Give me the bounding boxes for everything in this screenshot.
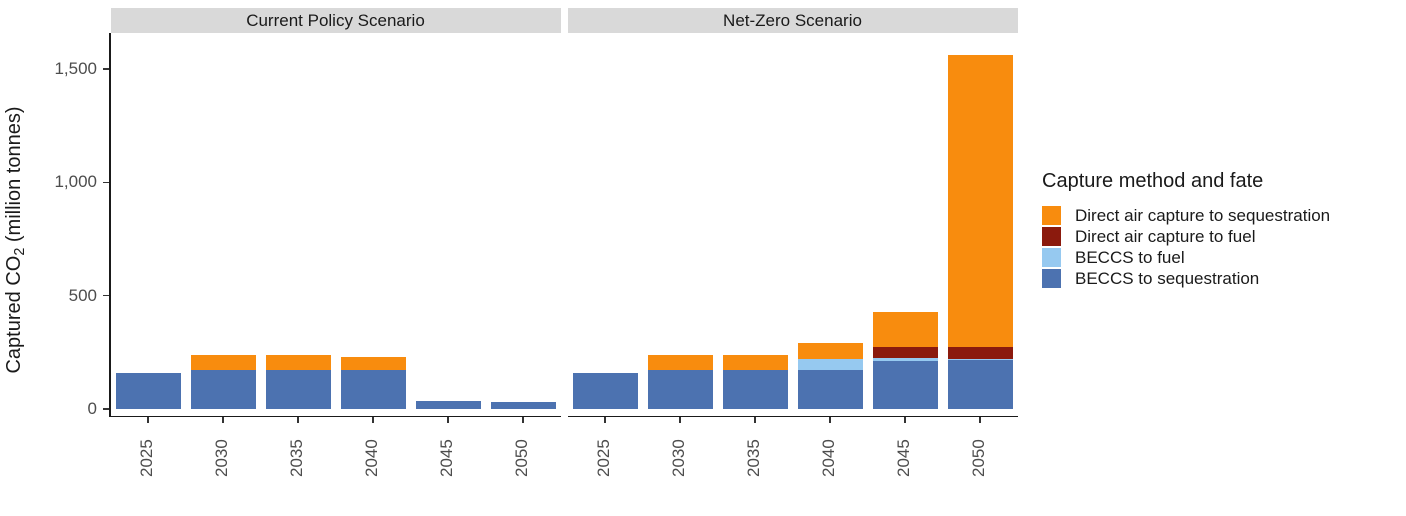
legend-label-dac_fuel: Direct air capture to fuel [1075, 227, 1256, 246]
x-tick-label: 2040 [362, 439, 381, 477]
bar-segment-beccs_seq [415, 401, 481, 409]
x-tick [904, 417, 906, 423]
y-axis-title-prefix: Captured CO [3, 255, 25, 374]
y-tick-label: 500 [68, 285, 97, 305]
x-tick-label: 2030 [669, 439, 688, 477]
bar-segment-dac_seq [265, 354, 331, 371]
bar-net-zero-scenario-2040 [797, 33, 863, 417]
y-tick-label: 0 [87, 399, 97, 418]
x-tick-label: 2035 [744, 439, 763, 477]
bar-current-policy-scenario-2040 [340, 33, 406, 417]
x-tick [754, 417, 756, 423]
legend-label-dac_seq: Direct air capture to sequestration [1075, 206, 1331, 225]
x-tick-label: 2025 [594, 439, 613, 477]
bar-net-zero-scenario-2050 [947, 33, 1013, 417]
x-tick-label: 2050 [969, 439, 988, 477]
bar-segment-dac_fuel [947, 346, 1013, 360]
legend-swatch-dac_fuel [1042, 227, 1061, 246]
legend-label-beccs_seq: BECCS to sequestration [1075, 269, 1260, 288]
legend-swatch-beccs_fuel [1042, 248, 1061, 267]
bar-current-policy-scenario-2025 [115, 33, 181, 417]
x-tick [604, 417, 606, 423]
x-tick [522, 417, 524, 423]
y-tick-label: 1,500 [54, 59, 97, 78]
x-tick-label: 2025 [137, 439, 156, 477]
legend-swatch-dac_seq [1042, 206, 1061, 225]
bar-segment-dac_seq [947, 55, 1013, 347]
bar-segment-dac_seq [797, 343, 863, 360]
bar-segment-dac_seq [190, 354, 256, 371]
legend-swatch-beccs_seq [1042, 269, 1061, 288]
x-tick-label: 2040 [819, 439, 838, 477]
y-tick [103, 294, 109, 297]
x-tick [979, 417, 981, 423]
bar-segment-dac_seq [872, 311, 938, 347]
bar-segment-dac_fuel [872, 346, 938, 358]
bar-segment-beccs_seq [872, 361, 938, 409]
bar-segment-beccs_seq [490, 402, 556, 409]
bar-segment-beccs_seq [647, 370, 713, 409]
x-axis-line [110, 415, 561, 417]
x-tick [829, 417, 831, 423]
facet-strip: Current Policy Scenario [110, 8, 561, 33]
bar-segment-dac_seq [647, 354, 713, 371]
y-tick [103, 408, 109, 410]
bar-segment-beccs_seq [190, 370, 256, 409]
legend-entry-beccs_fuel: BECCS to fuel [1042, 247, 1406, 268]
x-tick-label: 2045 [437, 439, 456, 477]
legend-entry-dac_fuel: Direct air capture to fuel [1042, 226, 1406, 247]
legend: Capture method and fate Direct air captu… [1042, 170, 1406, 289]
bar-segment-beccs_seq [797, 370, 863, 409]
bar-current-policy-scenario-2045 [415, 33, 481, 417]
legend-entry-dac_seq: Direct air capture to sequestration [1042, 205, 1406, 226]
bar-current-policy-scenario-2030 [190, 33, 256, 417]
y-tick [103, 181, 109, 184]
bar-segment-beccs_seq [265, 370, 331, 409]
x-tick-label: 2050 [512, 439, 531, 477]
legend-label-beccs_fuel: BECCS to fuel [1075, 248, 1185, 267]
bar-net-zero-scenario-2030 [647, 33, 713, 417]
x-tick-label: 2045 [894, 439, 913, 477]
bar-segment-beccs_seq [115, 372, 181, 409]
x-tick [297, 417, 299, 423]
x-tick [447, 417, 449, 423]
bar-segment-dac_seq [340, 356, 406, 371]
bar-segment-beccs_fuel [872, 358, 938, 362]
x-tick [147, 417, 149, 423]
bar-segment-beccs_seq [340, 370, 406, 409]
y-axis-title-suffix: (million tonnes) [3, 106, 25, 248]
bar-current-policy-scenario-2035 [265, 33, 331, 417]
x-tick-label: 2030 [212, 439, 231, 477]
bar-segment-dac_seq [722, 354, 788, 371]
bar-segment-beccs_seq [722, 370, 788, 409]
x-tick [372, 417, 374, 423]
bar-segment-beccs_fuel [797, 359, 863, 371]
bar-segment-beccs_seq [572, 372, 638, 409]
y-axis-line [109, 33, 111, 417]
x-axis-line [567, 415, 1018, 417]
facet-strip: Net-Zero Scenario [567, 8, 1018, 33]
x-tick [222, 417, 224, 423]
bar-net-zero-scenario-2025 [572, 33, 638, 417]
y-axis-title-subscript: 2 [12, 247, 29, 256]
legend-entry-beccs_seq: BECCS to sequestration [1042, 268, 1406, 289]
y-axis-title: Captured CO2 (million tonnes) [3, 30, 29, 450]
x-tick [679, 417, 681, 423]
bar-current-policy-scenario-2050 [490, 33, 556, 417]
bar-segment-beccs_fuel [947, 359, 1013, 361]
legend-title: Capture method and fate [1042, 170, 1264, 192]
x-tick-label: 2035 [287, 439, 306, 477]
bar-net-zero-scenario-2035 [722, 33, 788, 417]
bar-segment-beccs_seq [947, 360, 1013, 409]
y-tick [103, 68, 109, 70]
bar-net-zero-scenario-2045 [872, 33, 938, 417]
y-tick-label: 1,000 [54, 172, 97, 192]
legend-entries: Direct air capture to sequestration Direc… [1042, 205, 1406, 289]
